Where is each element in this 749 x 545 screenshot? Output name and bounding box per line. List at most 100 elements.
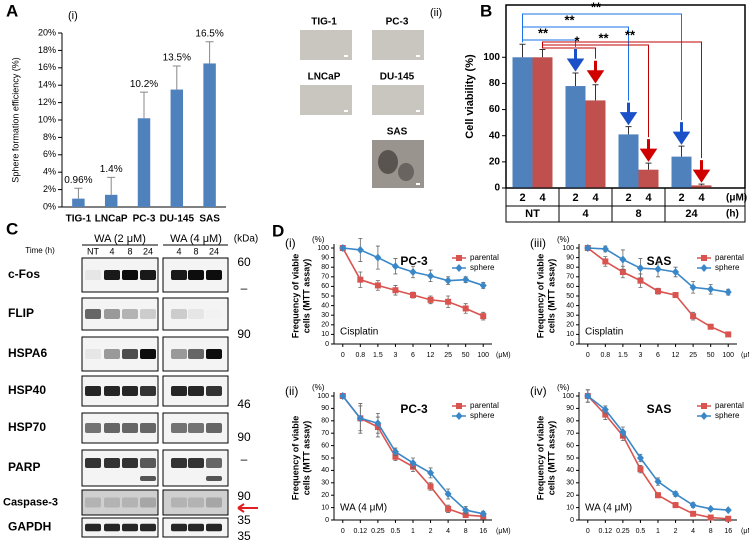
data-point: [374, 419, 382, 428]
kda-marker: 35: [237, 513, 251, 527]
blot-band: [122, 349, 138, 359]
legend-label: sphere: [715, 411, 740, 420]
value-label: 1.4%: [100, 164, 123, 175]
x-tick-label: 0.5: [391, 528, 401, 535]
blot-band: [188, 423, 204, 433]
blot-band: [104, 523, 120, 532]
y-tick-label: 50: [566, 455, 574, 462]
data-point: [445, 298, 452, 305]
significance-mark: **: [564, 12, 575, 27]
y-tick-label: 40: [566, 302, 574, 309]
table-frame: [505, 187, 746, 223]
kda-marker: –: [241, 452, 248, 466]
lane-label: 24: [209, 246, 219, 256]
y-tick-label: 16%: [38, 62, 56, 72]
data-point: [601, 244, 609, 253]
data-point: [619, 427, 627, 436]
bar: [618, 134, 639, 188]
blot-band: [171, 497, 187, 508]
data-point: [636, 264, 644, 273]
protein-label: GAPDH: [8, 520, 51, 534]
y-tick-label: 90: [566, 405, 574, 412]
y-tick-label: 40: [489, 130, 501, 141]
legend-marker: [700, 264, 708, 272]
sphere-cell: [398, 163, 414, 181]
x-tick-label: 0: [341, 352, 345, 359]
x-tick-label: 100: [722, 352, 734, 359]
value-label: 10.2%: [130, 79, 158, 90]
series-label: 4: [539, 192, 546, 204]
y-unit: (%): [312, 383, 325, 392]
bar: [512, 57, 533, 189]
y-tick-label: 60: [566, 442, 574, 449]
y-tick-label: 4%: [43, 167, 56, 177]
data-point: [339, 244, 347, 252]
drug-label: WA (4 μM): [585, 503, 632, 514]
blot-band: [122, 458, 138, 468]
y-tick-label: 90: [321, 405, 329, 412]
protein-label: c-Fos: [8, 267, 40, 281]
legend-label: parental: [470, 253, 499, 262]
y-tick-label: 80: [489, 78, 501, 89]
data-point: [636, 454, 644, 462]
blot-band: [206, 386, 222, 396]
kda-marker: 46: [237, 397, 251, 411]
bar: [72, 198, 85, 207]
data-point: [409, 458, 417, 467]
lane-label: NT: [87, 246, 99, 256]
data-point: [374, 282, 381, 289]
blot-band: [188, 309, 204, 319]
x-tick-label: 2: [429, 528, 433, 535]
subpanel-label: (ii): [430, 7, 442, 19]
x-tick-label: 4: [582, 208, 589, 220]
significance-bracket: [542, 47, 596, 59]
error-bar: [107, 176, 116, 195]
treatment-label: WA (4 μM): [170, 233, 222, 245]
x-tick-label: 12: [427, 352, 435, 359]
y-tick-label: 20: [321, 492, 329, 499]
blot-band: [188, 497, 204, 508]
y-tick-label: 10: [321, 331, 329, 338]
data-point: [479, 509, 487, 518]
micrograph-label: PC-3: [386, 17, 409, 28]
bar: [532, 57, 553, 189]
error-bar: [140, 91, 148, 119]
chart-title: PC-3: [400, 254, 428, 268]
x-tick-label: 0.25: [616, 528, 630, 535]
data-point: [707, 323, 714, 330]
legend-marker: [455, 264, 463, 272]
x-tick-label: 2: [674, 528, 678, 535]
y-tick-label: 90: [321, 254, 329, 261]
legend-label: parental: [715, 253, 744, 262]
data-point: [427, 271, 435, 280]
blot-band: [122, 497, 138, 508]
y-unit: (%): [312, 235, 325, 244]
y-tick-label: 80: [566, 264, 574, 271]
kda-marker: –: [241, 281, 248, 295]
data-point: [672, 292, 679, 299]
micrograph: [300, 85, 352, 115]
blot-band: [85, 309, 101, 319]
blot-band: [104, 497, 120, 508]
x-tick-label: 4: [446, 528, 450, 535]
blot-band: [140, 386, 156, 396]
x-tick-label: PC-3: [133, 214, 156, 225]
y-tick-label: 20%: [38, 27, 56, 37]
x-tick-label: DU-145: [160, 214, 195, 225]
bar: [137, 118, 151, 207]
series-label: 4: [698, 192, 705, 204]
y-tick-label: 30: [321, 480, 329, 487]
x-tick-label: 1.5: [618, 352, 628, 359]
x-tick-label: 50: [462, 352, 470, 359]
x-tick-label: 12: [672, 352, 680, 359]
value-label: 13.5%: [163, 53, 191, 64]
error-bar: [74, 187, 83, 199]
data-point: [339, 392, 347, 400]
kda-label: (kDa): [234, 234, 258, 245]
drug-label: Cisplatin: [340, 327, 378, 338]
y-axis-label: Frequency of viable: [535, 254, 545, 339]
scale-bar: [416, 55, 420, 57]
bar: [671, 156, 692, 188]
y-tick-label: 40: [321, 302, 329, 309]
arrow: [619, 102, 638, 126]
